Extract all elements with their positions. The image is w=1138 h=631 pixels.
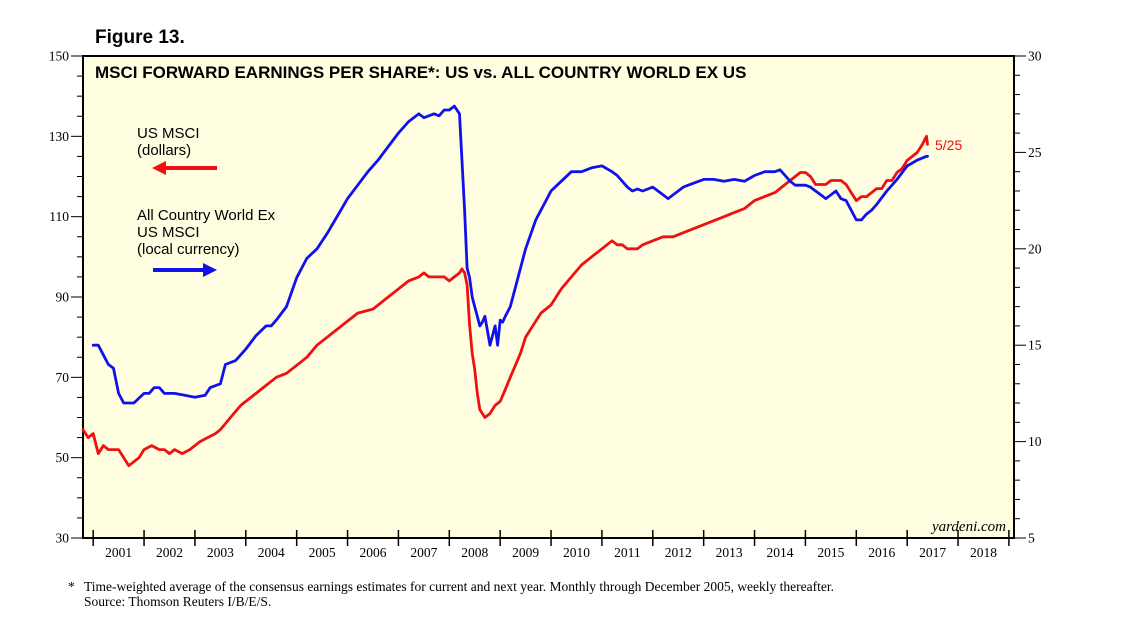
legend-us-line-2: (dollars) (137, 142, 191, 159)
watermark: yardeni.com (930, 519, 1006, 535)
last-point-label: 5/25 (935, 137, 962, 153)
left-tick-label: 130 (49, 129, 70, 144)
x-tick-label: 2010 (563, 545, 590, 560)
left-tick-label: 50 (56, 450, 70, 465)
us-msci-series-line (81, 134, 929, 468)
legend-acwx-arrow-icon (153, 263, 217, 277)
x-tick-label: 2014 (766, 545, 793, 560)
left-tick-label: 150 (49, 49, 70, 64)
right-tick-label: 20 (1028, 241, 1042, 256)
legend-us-arrow-icon (152, 161, 217, 175)
left-axis-ticks (71, 55, 83, 539)
x-tick-label: 2006 (359, 545, 386, 560)
x-tick-label: 2011 (614, 545, 641, 560)
x-tick-label: 2005 (309, 545, 336, 560)
footnote: * Time-weighted average of the consensus … (68, 579, 834, 609)
legend-acwx-line-1: All Country World Ex (137, 207, 276, 224)
right-axis-labels: 5 10 15 20 25 30 (1028, 49, 1042, 546)
left-axis-labels: 30 50 70 90 110 130 150 (49, 49, 70, 546)
footnote-line-1: * Time-weighted average of the consensus … (68, 579, 834, 594)
x-tick-label: 2018 (970, 545, 997, 560)
x-tick-label: 2002 (156, 545, 183, 560)
x-axis-labels: 2001 2002 2003 2004 2005 2006 2007 2008 2009 2010… (105, 545, 997, 560)
right-axis-ticks (1014, 55, 1026, 539)
right-tick-label: 5 (1028, 531, 1035, 546)
x-tick-label: 2009 (512, 545, 539, 560)
series-lines (81, 104, 929, 468)
right-tick-label: 30 (1028, 49, 1042, 64)
footnote-text: Time-weighted average of the consensus e… (84, 579, 835, 594)
acwx-msci-series-line (91, 104, 929, 405)
x-axis-ticks (92, 530, 1010, 546)
legend-acwx-line-2: US MSCI (137, 224, 200, 241)
x-tick-label: 2001 (105, 545, 132, 560)
x-tick-label: 2015 (817, 545, 844, 560)
x-tick-label: 2003 (207, 545, 234, 560)
right-tick-label: 25 (1028, 145, 1042, 160)
plot-background (82, 55, 1015, 539)
footnote-marker: * (68, 579, 75, 594)
chart-title: MSCI FORWARD EARNINGS PER SHARE*: US vs.… (95, 63, 746, 82)
x-tick-label: 2012 (665, 545, 692, 560)
right-tick-label: 15 (1028, 338, 1042, 353)
figure-label: Figure 13. (95, 27, 185, 48)
footnote-line-2: Source: Thomson Reuters I/B/E/S. (68, 594, 834, 609)
left-tick-label: 90 (56, 290, 70, 305)
footnote-source: Source: Thomson Reuters I/B/E/S. (84, 594, 272, 609)
x-tick-label: 2017 (919, 545, 946, 560)
x-tick-label: 2013 (716, 545, 743, 560)
x-tick-label: 2016 (868, 545, 895, 560)
left-tick-label: 110 (49, 209, 69, 224)
legend-us-line-1: US MSCI (137, 125, 200, 142)
legend-acwx-line-3: (local currency) (137, 241, 240, 258)
left-tick-label: 30 (56, 531, 70, 546)
x-tick-label: 2008 (461, 545, 488, 560)
x-tick-label: 2007 (410, 545, 437, 560)
x-tick-label: 2004 (258, 545, 285, 560)
right-tick-label: 10 (1028, 434, 1042, 449)
left-tick-label: 70 (56, 370, 70, 385)
